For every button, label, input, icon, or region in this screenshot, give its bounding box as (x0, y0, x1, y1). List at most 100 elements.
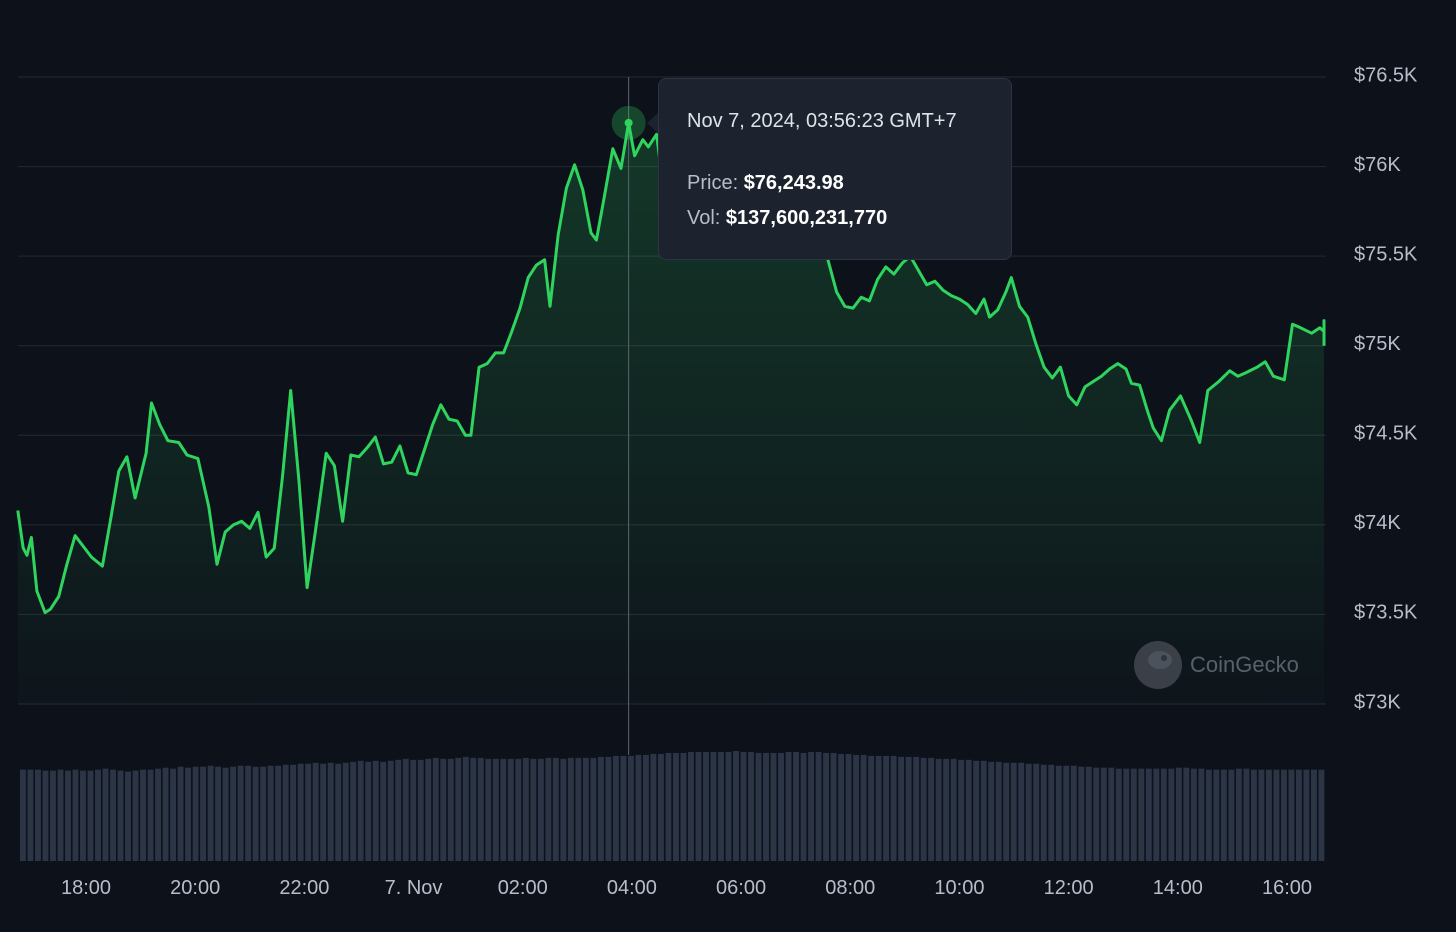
volume-bar (635, 754, 642, 861)
volume-bar (372, 760, 379, 861)
volume-bar (1040, 764, 1047, 861)
volume-bar (718, 751, 724, 861)
y-tick-label: $76.5K (1354, 64, 1418, 86)
volume-bar (147, 769, 154, 861)
volume-bar (1183, 767, 1190, 861)
volume-bar (1100, 767, 1107, 861)
volume-bar (237, 765, 244, 861)
volume-bar (995, 761, 1002, 861)
volume-bar (395, 759, 402, 861)
x-tick-label: 14:00 (1153, 877, 1203, 899)
volume-bar (222, 767, 229, 861)
volume-bar (980, 760, 987, 861)
volume-bar (1025, 763, 1032, 861)
volume-bar (65, 770, 71, 861)
tooltip-price-value: $76,243.98 (743, 172, 844, 194)
price-tooltip: Nov 7, 2024, 03:56:23 GMT+7 Price: $76,2… (658, 78, 1012, 260)
volume-bar (1093, 767, 1100, 861)
volume-bar (748, 751, 754, 861)
volume-bar (425, 758, 432, 861)
volume-bar (1235, 768, 1242, 861)
tooltip-volume-value: $137,600,231,770 (725, 207, 888, 229)
volume-bar (552, 757, 559, 861)
x-tick-label: 12:00 (1044, 877, 1094, 899)
volume-bar (530, 758, 537, 861)
volume-bars (20, 751, 1325, 861)
volume-bar (657, 753, 664, 861)
volume-bar (282, 764, 289, 861)
volume-bar (1198, 768, 1205, 861)
volume-bar (733, 751, 739, 861)
volume-bar (252, 766, 259, 861)
volume-bar (440, 758, 447, 861)
volume-bar (245, 765, 252, 861)
volume-bar (192, 766, 199, 861)
tooltip-volume-row: Vol: $137,600,231,770 (687, 206, 1011, 230)
volume-bar (327, 762, 334, 861)
volume-bar (1273, 769, 1280, 861)
volume-bar (1303, 769, 1310, 861)
volume-bar (943, 758, 950, 861)
x-tick-label: 16:00 (1262, 877, 1312, 899)
volume-bar (1130, 768, 1137, 861)
volume-bar (808, 751, 815, 861)
x-tick-label: 22:00 (279, 877, 329, 899)
volume-bar (380, 761, 387, 861)
volume-bar (1078, 766, 1085, 861)
volume-bar (162, 767, 169, 861)
volume-bar (958, 759, 965, 861)
volume-bar (740, 751, 747, 861)
volume-bar (215, 766, 222, 861)
x-tick-label: 04:00 (607, 877, 657, 899)
y-tick-label: $74.5K (1354, 423, 1418, 445)
volume-bar (1310, 769, 1317, 861)
volume-bar (1175, 767, 1182, 861)
volume-bar (763, 752, 769, 861)
volume-bar (125, 771, 131, 861)
y-axis: $76.5K $76K $75.5K $75K $74.5K $74K $73.5K $73K (1354, 64, 1418, 713)
volume-bar (973, 760, 980, 861)
volume-bar (928, 757, 935, 861)
tooltip-price-label: Price: (687, 172, 739, 194)
volume-bar (1123, 768, 1130, 861)
volume-bar (500, 758, 507, 861)
volume-bar (597, 756, 604, 861)
volume-bar (665, 752, 672, 861)
watermark-text: CoinGecko (1190, 652, 1299, 677)
volume-bar (778, 752, 784, 861)
volume-bar (110, 769, 116, 861)
x-axis: 18:00 20:00 22:00 7. Nov 02:00 04:00 06:00 08:0… (61, 877, 1312, 899)
volume-bar (1033, 763, 1040, 861)
volume-bar (170, 768, 177, 861)
hover-marker-dot (624, 118, 633, 127)
volume-bar (1115, 768, 1122, 861)
volume-bar (823, 752, 830, 861)
volume-bar (845, 753, 852, 861)
volume-bar (537, 758, 544, 861)
volume-bar (432, 757, 439, 861)
volume-bar (890, 755, 897, 861)
volume-bar (462, 756, 469, 861)
volume-bar (1318, 769, 1325, 861)
volume-bar (1108, 767, 1115, 861)
price-line (16, 121, 1326, 615)
volume-bar (650, 753, 657, 861)
volume-bar (1213, 769, 1220, 861)
volume-bar (560, 758, 567, 861)
volume-bar (1258, 769, 1265, 861)
volume-bar (1018, 762, 1025, 861)
volume-bar (830, 752, 837, 861)
volume-bar (320, 763, 327, 861)
volume-bar (1220, 769, 1227, 861)
volume-bar (1153, 768, 1160, 861)
y-tick-label: $73.5K (1354, 602, 1418, 624)
x-tick-label: 20:00 (170, 877, 220, 899)
volume-bar (582, 757, 589, 861)
tooltip-volume-label: Vol: (687, 207, 721, 229)
volume-bar (612, 755, 619, 861)
volume-bar (965, 759, 972, 861)
volume-bar (267, 765, 274, 861)
volume-bar (50, 770, 56, 861)
volume-bar (455, 757, 462, 861)
